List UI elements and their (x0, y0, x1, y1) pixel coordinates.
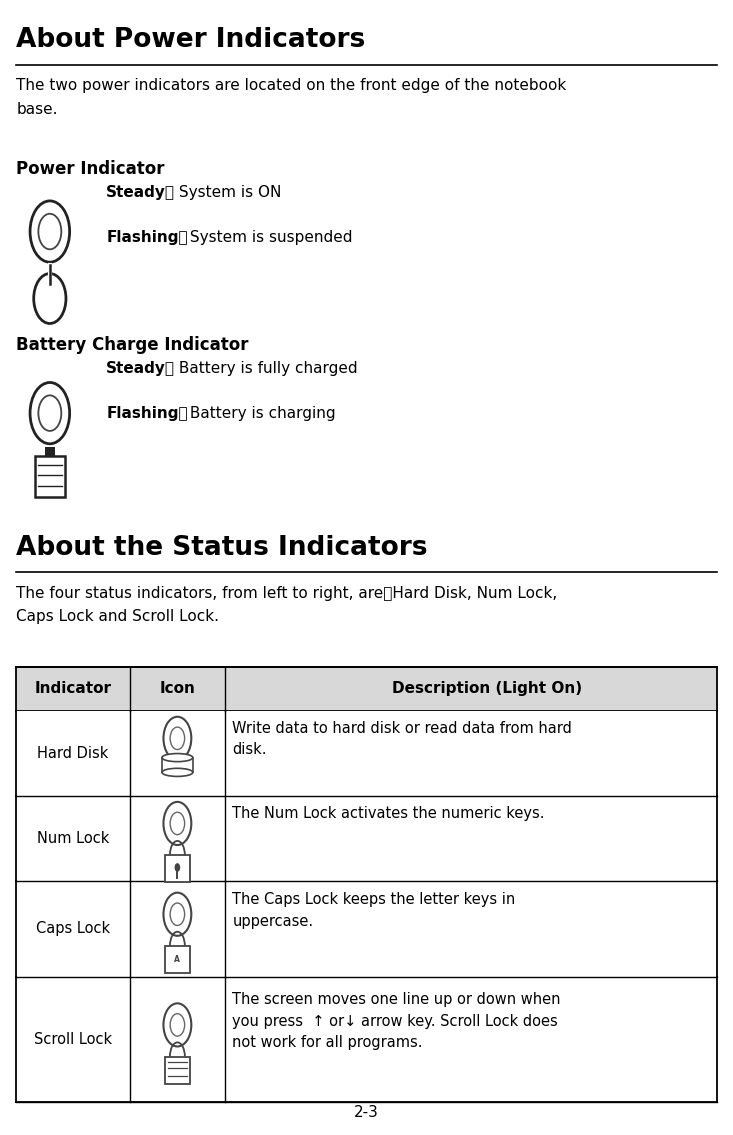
Text: The Num Lock activates the numeric keys.: The Num Lock activates the numeric keys. (232, 806, 545, 821)
Text: Description (Light On): Description (Light On) (392, 681, 582, 697)
Bar (16, 881, 717, 977)
Text: Battery is fully charged: Battery is fully charged (174, 361, 358, 376)
Text: 2-3: 2-3 (354, 1104, 379, 1120)
Bar (162, 758, 193, 773)
Text: Steady：: Steady： (106, 185, 175, 200)
Bar (45, 447, 55, 456)
Bar (35, 456, 65, 497)
Text: Power Indicator: Power Indicator (16, 160, 165, 178)
Text: System is ON: System is ON (174, 185, 281, 200)
Bar (16, 667, 717, 711)
Text: Write data to hard disk or read data from hard
disk.: Write data to hard disk or read data fro… (232, 721, 572, 757)
Bar (165, 947, 190, 974)
Text: Indicator: Indicator (34, 681, 111, 697)
Text: Hard Disk: Hard Disk (37, 746, 108, 760)
Ellipse shape (162, 754, 193, 762)
Text: The two power indicators are located on the front edge of the notebook
base.: The two power indicators are located on … (16, 78, 567, 117)
Circle shape (174, 863, 180, 872)
Bar (165, 1057, 190, 1084)
Text: Battery is charging: Battery is charging (185, 406, 336, 421)
Text: Steady：: Steady： (106, 361, 175, 376)
Ellipse shape (162, 768, 193, 776)
Text: Flashing：: Flashing： (106, 406, 188, 421)
Bar (16, 977, 717, 1102)
Text: About Power Indicators: About Power Indicators (16, 27, 365, 53)
Text: Caps Lock: Caps Lock (36, 922, 110, 936)
Text: The four status indicators, from left to right, are：Hard Disk, Num Lock,
Caps Lo: The four status indicators, from left to… (16, 586, 557, 624)
Text: A: A (174, 955, 180, 964)
Bar (16, 796, 717, 881)
Text: Icon: Icon (160, 681, 195, 697)
Bar (165, 856, 190, 883)
Text: Scroll Lock: Scroll Lock (34, 1032, 112, 1048)
Text: System is suspended: System is suspended (185, 230, 353, 245)
Text: Battery Charge Indicator: Battery Charge Indicator (16, 336, 248, 354)
Text: The screen moves one line up or down when
you press  ↑ or↓ arrow key. Scroll Loc: The screen moves one line up or down whe… (232, 992, 561, 1050)
Text: Num Lock: Num Lock (37, 831, 109, 846)
Text: About the Status Indicators: About the Status Indicators (16, 535, 427, 561)
Text: The Caps Lock keeps the letter keys in
uppercase.: The Caps Lock keeps the letter keys in u… (232, 892, 515, 928)
Text: Flashing：: Flashing： (106, 230, 188, 245)
Bar (16, 711, 717, 796)
